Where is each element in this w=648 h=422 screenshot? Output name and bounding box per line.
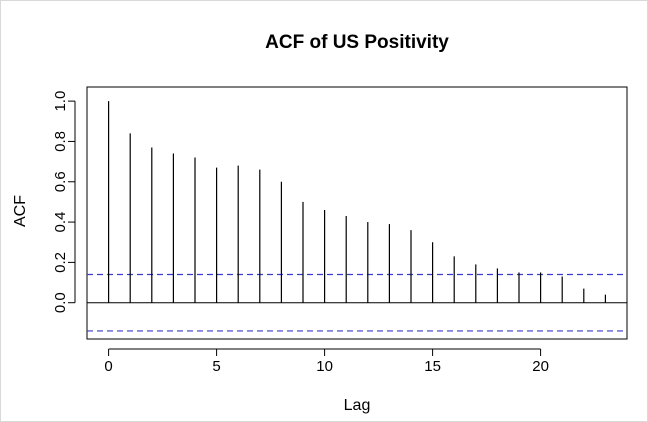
y-tick-label: 0.6 xyxy=(52,171,69,192)
plot-frame xyxy=(86,86,628,340)
x-tick-label: 10 xyxy=(316,358,333,375)
chart-title: ACF of US Positivity xyxy=(265,32,449,53)
plot-layer: 0 5 10 15 20 0.0 0.2 0.4 0.6 0.8 1.0 xyxy=(52,86,628,375)
x-tick-label: 0 xyxy=(104,358,112,375)
x-tick-label: 15 xyxy=(424,358,441,375)
x-tick-label: 5 xyxy=(212,358,220,375)
y-tick-label: 1.0 xyxy=(52,91,69,112)
x-axis-label: Lag xyxy=(344,397,371,414)
y-axis-label: ACF xyxy=(12,195,29,227)
y-tick-label: 0.0 xyxy=(52,292,69,313)
y-tick-label: 0.2 xyxy=(52,252,69,273)
y-tick-label: 0.8 xyxy=(52,131,69,152)
x-tick-label: 20 xyxy=(532,358,549,375)
y-tick-label: 0.4 xyxy=(52,212,69,233)
